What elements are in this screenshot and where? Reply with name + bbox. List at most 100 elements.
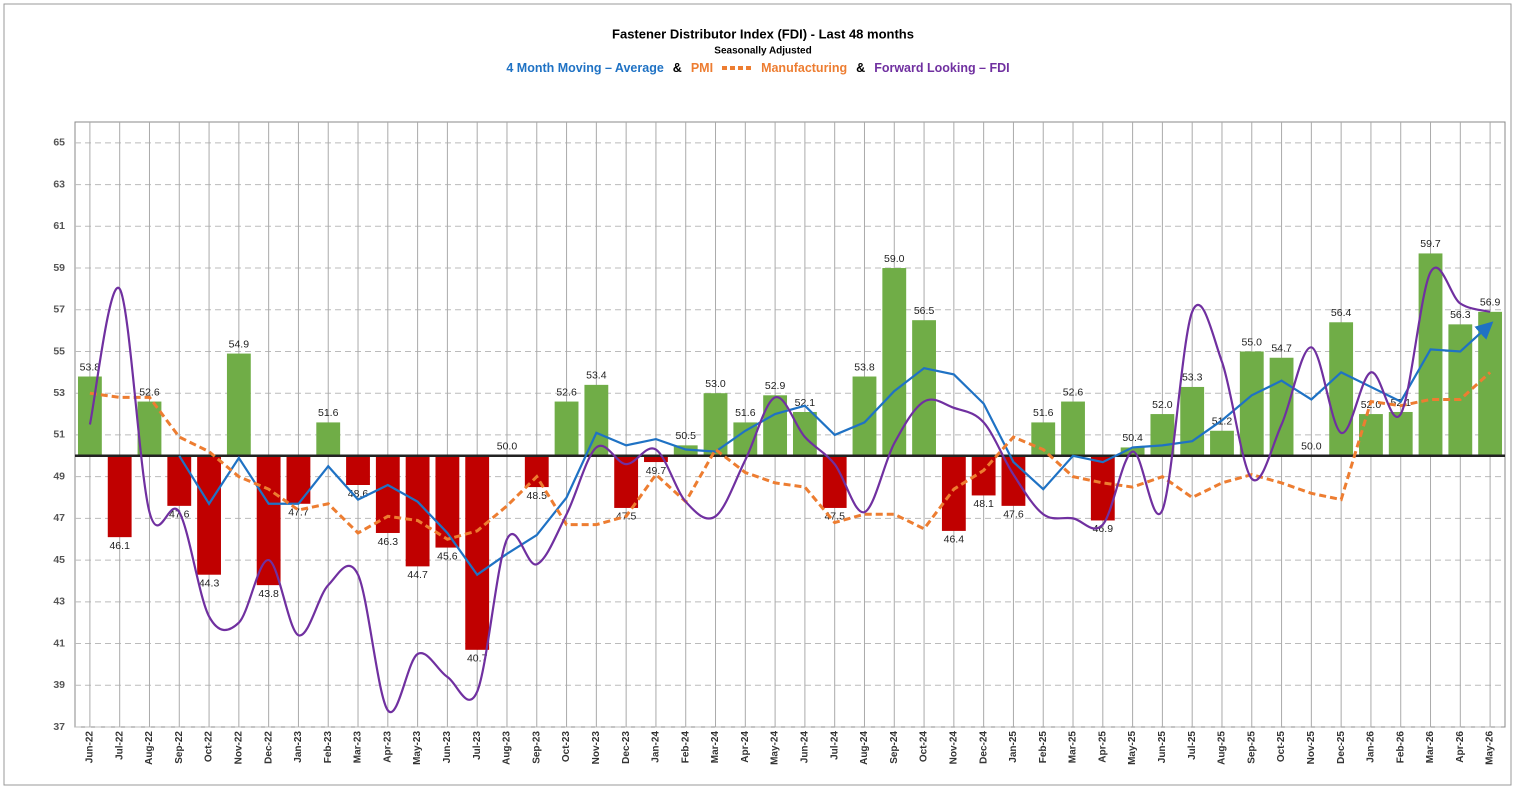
value-label: 44.3 <box>199 577 220 589</box>
x-tick-label: Apr-26 <box>1455 731 1466 763</box>
x-tick-label: Oct-23 <box>561 731 572 763</box>
bar <box>107 455 132 538</box>
x-tick-label: Sep-22 <box>174 731 185 764</box>
bar <box>137 401 162 456</box>
bar <box>1061 401 1085 456</box>
y-tick-label: 41 <box>53 637 65 649</box>
x-tick-label: Sep-25 <box>1246 731 1257 764</box>
value-label: 45.6 <box>437 550 458 562</box>
x-tick-label: Sep-23 <box>531 731 542 764</box>
x-tick-label: Apr-23 <box>382 731 393 763</box>
legend: 4 Month Moving – Average & PMI Manufacturin… <box>0 61 1516 75</box>
bar <box>1329 322 1354 456</box>
chart-title: Fastener Distributor Index (FDI) - Last … <box>612 26 914 41</box>
y-tick-label: 39 <box>53 679 65 691</box>
y-tick-label: 37 <box>53 721 65 733</box>
value-label: 46.1 <box>109 540 130 552</box>
x-tick-label: Jan-24 <box>651 731 662 763</box>
value-label: 47.5 <box>824 511 845 523</box>
bar <box>524 455 549 488</box>
y-tick-label: 63 <box>53 178 65 190</box>
x-tick-label: Nov-22 <box>233 731 244 765</box>
value-label: 55.0 <box>1242 336 1263 348</box>
x-tick-label: Mar-26 <box>1425 731 1436 764</box>
x-tick-label: May-24 <box>770 731 781 765</box>
x-tick-label: Sep-24 <box>889 731 900 764</box>
value-label: 52.6 <box>1063 386 1084 398</box>
value-label: 46.4 <box>944 534 965 546</box>
x-tick-label: Jan-23 <box>293 731 304 763</box>
value-label: 53.4 <box>586 370 607 382</box>
x-tick-label: Aug-25 <box>1217 731 1228 765</box>
x-tick-label: Feb-25 <box>1038 731 1049 764</box>
value-label: 46.3 <box>378 536 399 548</box>
x-tick-label: Nov-25 <box>1306 731 1317 765</box>
bar <box>614 455 639 508</box>
bar <box>226 353 251 456</box>
value-label: 51.6 <box>318 407 339 419</box>
value-label: 56.9 <box>1480 297 1501 309</box>
bar <box>1150 414 1175 456</box>
x-tick-label: Jul-22 <box>114 731 125 760</box>
x-tick-label: Jun-24 <box>800 731 811 764</box>
y-tick-label: 53 <box>53 387 65 399</box>
y-tick-label: 61 <box>53 220 65 232</box>
bar <box>882 268 907 456</box>
x-tick-label: Jul-24 <box>829 731 840 760</box>
value-label: 56.4 <box>1331 307 1352 319</box>
legend-label: Forward Looking – FDI <box>874 61 1010 75</box>
bar <box>852 376 877 456</box>
x-tick-label: Jul-23 <box>472 731 483 760</box>
y-tick-label: 55 <box>53 345 65 357</box>
y-tick-label: 47 <box>53 512 65 524</box>
bar <box>763 395 788 456</box>
series-line <box>89 371 1492 541</box>
y-tick-label: 57 <box>53 304 65 316</box>
value-label: 54.7 <box>1271 343 1292 355</box>
value-label: 52.6 <box>556 386 577 398</box>
x-tick-label: Feb-24 <box>680 731 691 764</box>
bar <box>1210 430 1234 456</box>
value-label: 54.9 <box>229 338 250 350</box>
value-label: 47.6 <box>1003 509 1024 521</box>
x-tick-label: Apr-24 <box>740 731 751 763</box>
value-label: 52.6 <box>139 386 160 398</box>
bar <box>256 455 281 586</box>
legend-label: Manufacturing <box>761 61 848 75</box>
value-label: 48.5 <box>527 490 548 502</box>
value-label: 49.7 <box>646 465 667 477</box>
x-tick-label: Jul-25 <box>1187 731 1198 760</box>
value-label: 53.0 <box>705 378 726 390</box>
value-label: 50.4 <box>1122 432 1143 444</box>
value-label: 53.8 <box>80 361 101 373</box>
value-label: 40.7 <box>467 653 488 665</box>
value-label: 51.6 <box>735 407 756 419</box>
bar <box>1448 324 1473 456</box>
x-tick-label: Nov-23 <box>591 731 602 765</box>
bar <box>435 455 460 548</box>
y-tick-label: 65 <box>53 137 65 149</box>
value-label: 50.0 <box>497 441 518 453</box>
bar <box>703 393 728 456</box>
x-tick-label: May-25 <box>1127 731 1138 765</box>
bar <box>822 455 847 508</box>
bar <box>1239 351 1264 456</box>
bar <box>1090 455 1115 521</box>
value-label: 43.8 <box>258 588 279 600</box>
y-tick-label: 43 <box>53 596 65 608</box>
x-tick-label: Nov-24 <box>948 731 959 765</box>
value-label: 52.1 <box>795 397 816 409</box>
value-label: 48.6 <box>348 488 369 500</box>
x-tick-label: May-23 <box>412 731 423 765</box>
bar <box>316 422 341 456</box>
bar <box>465 455 490 650</box>
series-line <box>178 321 1494 577</box>
value-label: 46.9 <box>1093 523 1114 535</box>
x-tick-label: Jun-23 <box>442 731 453 764</box>
bar <box>792 411 817 456</box>
value-label: 53.8 <box>854 361 875 373</box>
value-label: 50.0 <box>1301 441 1322 453</box>
bar <box>375 455 400 533</box>
legend-label: 4 Month Moving – Average <box>506 61 664 75</box>
